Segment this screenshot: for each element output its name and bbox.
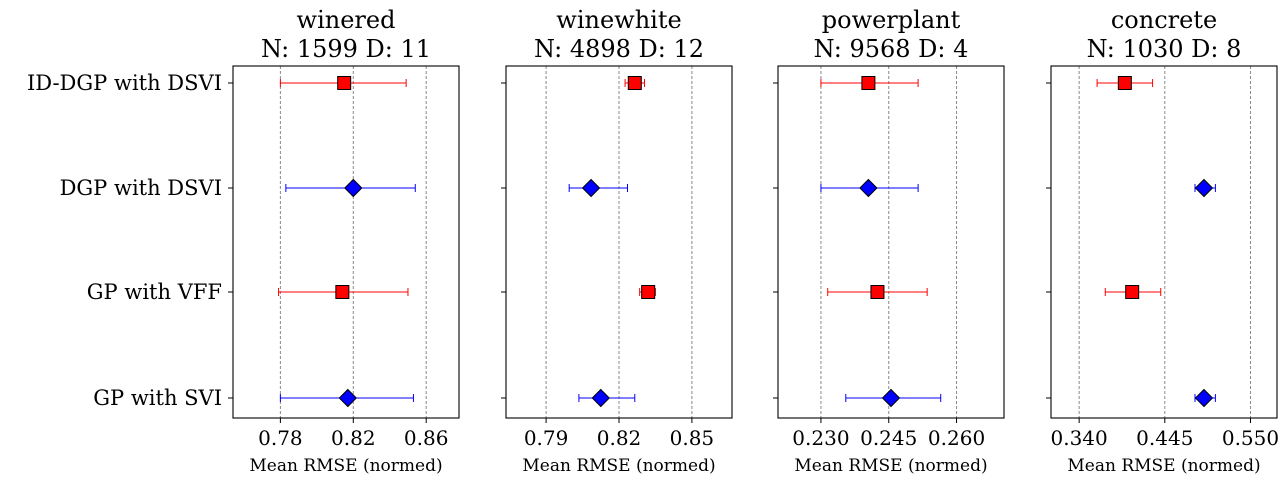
data-point-diamond — [344, 178, 363, 198]
data-point-diamond — [881, 388, 901, 408]
x-tick-label: 0.79 — [524, 426, 569, 450]
x-tick-label: 0.245 — [860, 426, 917, 450]
data-point-diamond — [859, 178, 878, 198]
x-tick-label: 0.82 — [597, 426, 642, 450]
panel-title: powerplant — [822, 6, 961, 34]
x-tick-label: 0.260 — [928, 426, 985, 450]
y-tick-label: ID-DGP with DSVI — [27, 71, 222, 95]
data-point-square — [641, 285, 656, 299]
data-point-square — [335, 285, 350, 299]
x-tick-label: 0.78 — [258, 426, 303, 450]
x-tick-label: 0.445 — [1136, 426, 1193, 450]
x-tick-label: 0.550 — [1222, 426, 1279, 450]
panel-title: winewhite — [556, 6, 681, 34]
data-point-square — [627, 76, 642, 90]
x-axis-label: Mean RMSE (normed) — [249, 456, 442, 476]
panel-subtitle: N: 1599 D: 11 — [261, 35, 431, 63]
x-tick-label: 0.82 — [331, 426, 376, 450]
y-tick-label: GP with SVI — [93, 386, 222, 410]
x-axis-label: Mean RMSE (normed) — [1067, 456, 1260, 476]
x-tick-label: 0.85 — [670, 426, 715, 450]
x-axis-label: Mean RMSE (normed) — [794, 456, 987, 476]
panel-subtitle: N: 4898 D: 12 — [534, 35, 704, 63]
x-tick-label: 0.340 — [1051, 426, 1108, 450]
data-point-square — [1117, 76, 1132, 90]
data-point-square — [861, 76, 876, 90]
data-point-diamond — [1194, 388, 1214, 408]
panel-subtitle: N: 9568 D: 4 — [814, 35, 969, 63]
x-tick-label: 0.230 — [792, 426, 849, 450]
plot-frame — [777, 65, 1005, 419]
plot-frame — [505, 65, 733, 419]
x-axis-label: Mean RMSE (normed) — [522, 456, 715, 476]
plot-frame — [232, 65, 460, 419]
plot-frame — [1050, 65, 1278, 419]
data-point-square — [870, 285, 885, 299]
data-point-diamond — [591, 388, 610, 408]
data-point-square — [337, 76, 352, 90]
y-tick-label: GP with VFF — [87, 280, 222, 304]
panel-subtitle: N: 1030 D: 8 — [1087, 35, 1242, 63]
data-point-square — [1125, 285, 1140, 299]
x-tick-label: 0.86 — [404, 426, 449, 450]
y-tick-label: DGP with DSVI — [60, 176, 222, 200]
data-point-diamond — [338, 388, 358, 408]
panel-title: concrete — [1111, 6, 1217, 34]
data-point-diamond — [1194, 178, 1214, 198]
data-point-diamond — [581, 178, 601, 198]
panel-title: winered — [297, 6, 396, 34]
